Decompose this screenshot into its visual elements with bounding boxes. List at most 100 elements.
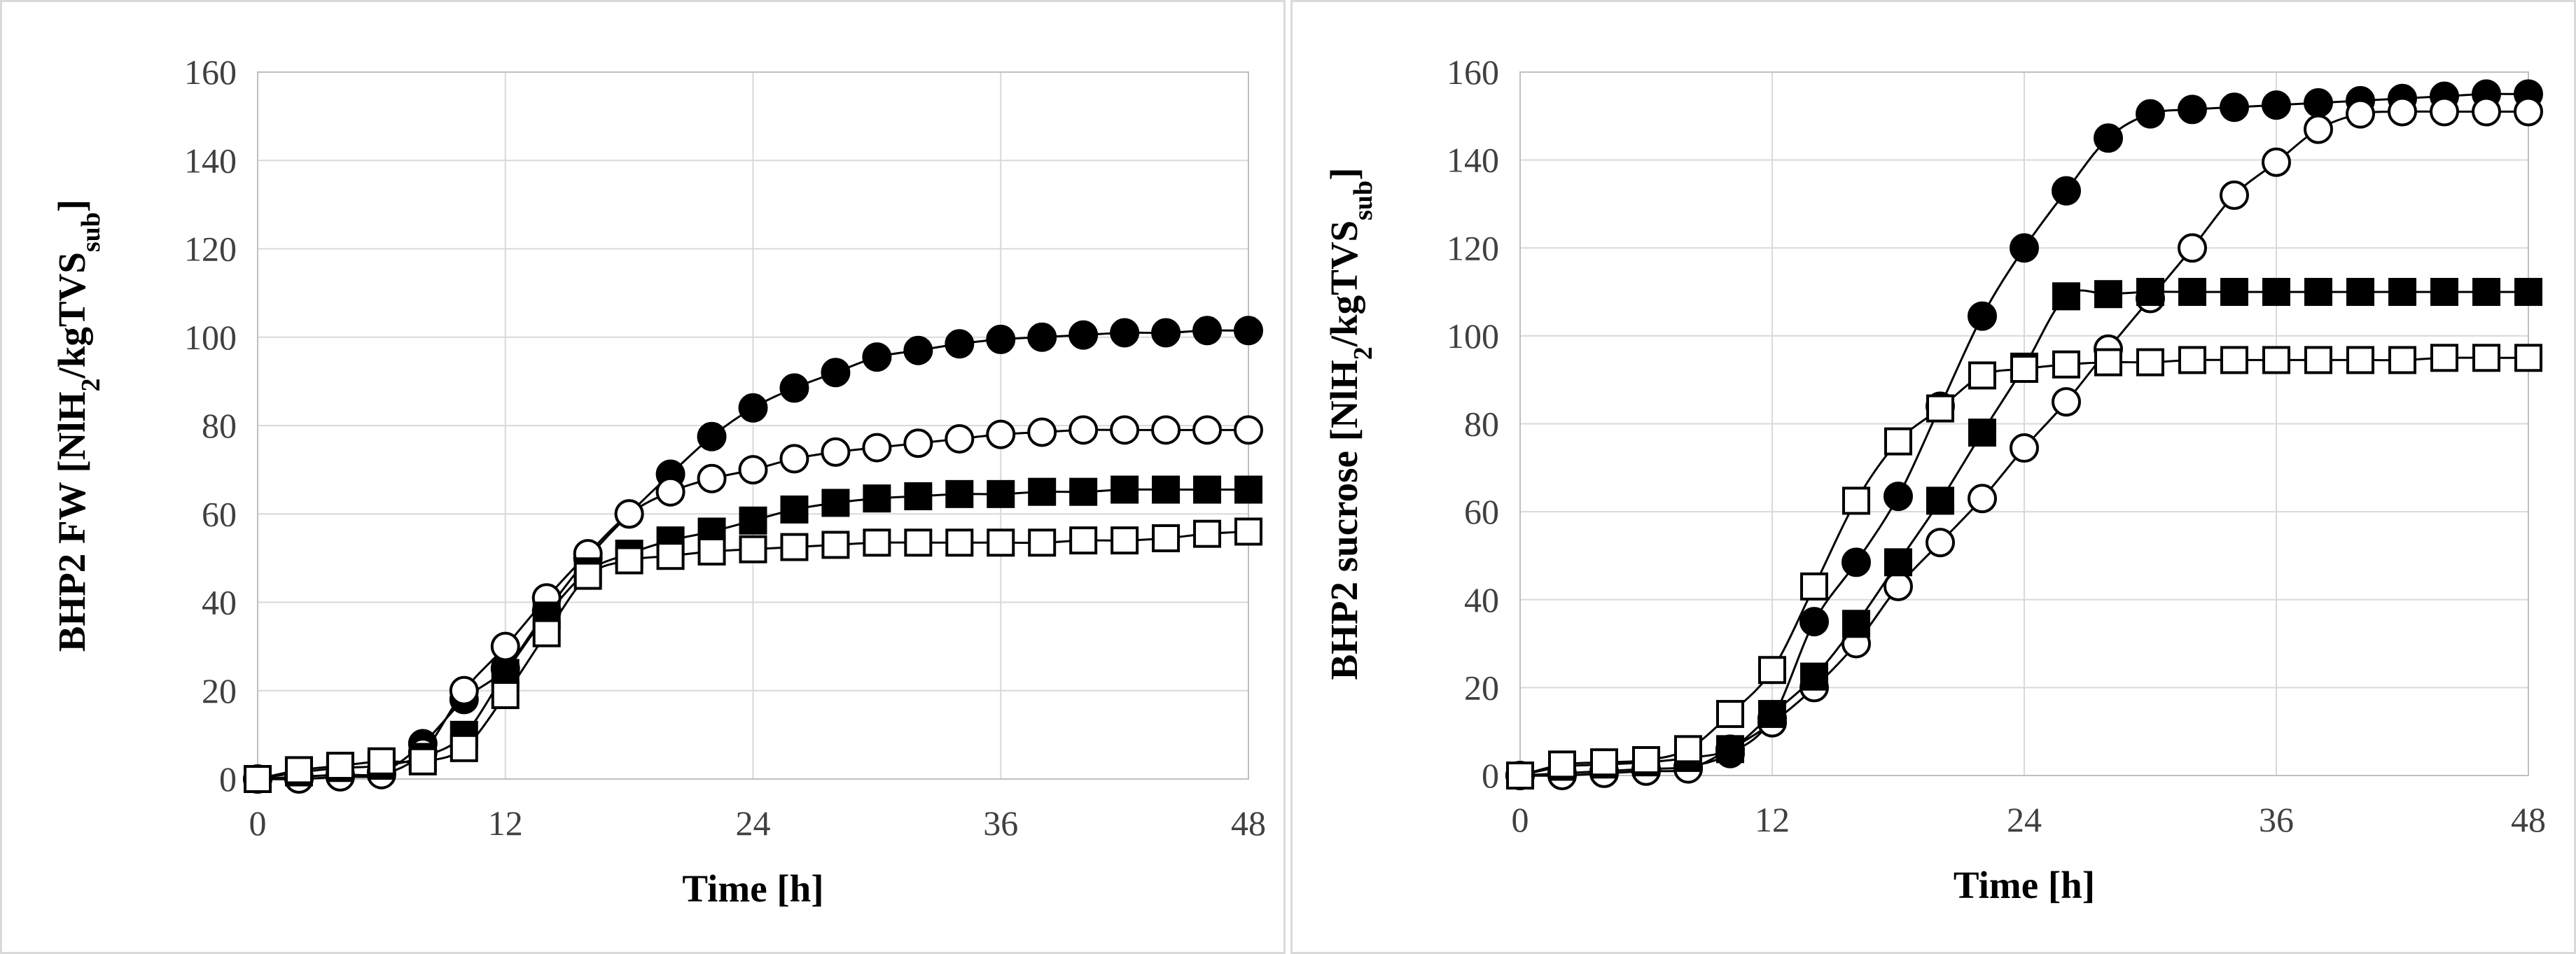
data-point: [1028, 528, 1057, 557]
data-point: [1674, 735, 1702, 764]
data-point: [986, 324, 1016, 354]
data-point: [1028, 477, 1057, 506]
data-point: [2094, 123, 2123, 153]
data-point: [1758, 656, 1786, 685]
y-tick-label: 140: [1447, 141, 1499, 180]
data-point: [2052, 387, 2081, 417]
data-point: [615, 546, 643, 575]
data-point: [2304, 114, 2333, 144]
chart-sucrose: 0 20 40 60 80 100 120 140 160 0 12 24 36 48 Time [h] BH…: [1323, 52, 2546, 906]
data-point: [1110, 318, 1140, 348]
data-point: [2262, 147, 2291, 177]
data-point: [904, 482, 933, 510]
x-tick-label: 24: [736, 804, 771, 843]
data-point: [1926, 486, 1954, 515]
data-point: [2094, 280, 2122, 309]
data-point: [1152, 475, 1181, 504]
y-tick-label: 80: [202, 406, 237, 445]
data-point: [1926, 528, 1955, 558]
data-point: [1968, 484, 1997, 514]
data-point: [1068, 415, 1099, 445]
data-point: [1968, 361, 1996, 390]
data-point: [1193, 519, 1222, 548]
data-point: [2178, 346, 2206, 374]
data-point: [2430, 344, 2458, 372]
chart-panel-fw: 0 20 40 60 80 100 120 140 160 0 12 24 36 48 Time [h] BH…: [0, 0, 1286, 954]
data-point: [2472, 278, 2500, 307]
data-point: [532, 619, 561, 647]
data-point: [491, 681, 520, 710]
data-point: [2010, 433, 2039, 463]
data-point: [986, 419, 1016, 449]
data-point: [2136, 278, 2164, 307]
data-point: [1968, 301, 1997, 331]
data-point: [2514, 97, 2543, 127]
data-point: [738, 393, 768, 423]
data-point: [945, 479, 974, 508]
data-point: [862, 342, 892, 372]
data-point: [2178, 233, 2207, 263]
data-point: [2388, 346, 2416, 374]
data-point: [821, 437, 851, 467]
data-point: [779, 444, 809, 474]
x-axis-title: Time [h]: [1954, 864, 2095, 906]
data-point: [2304, 278, 2332, 307]
data-point: [821, 531, 850, 559]
data-point: [284, 756, 313, 785]
data-point: [2388, 278, 2416, 307]
data-point: [1799, 607, 1829, 637]
data-point: [1884, 482, 1913, 512]
data-point: [945, 423, 975, 454]
data-point: [862, 433, 892, 463]
data-point: [2514, 344, 2542, 372]
y-tick-label: 140: [184, 141, 237, 180]
data-point: [2052, 282, 2080, 311]
data-point: [490, 631, 520, 661]
y-tick-label: 120: [184, 230, 237, 269]
data-point: [1193, 475, 1222, 504]
data-point: [2010, 233, 2039, 263]
data-point: [1027, 417, 1057, 447]
data-point: [2052, 350, 2080, 379]
data-point: [904, 528, 933, 557]
y-tick-label: 60: [202, 494, 237, 533]
x-tick-label: 36: [983, 804, 1018, 843]
data-point: [1590, 748, 1618, 777]
y-tick-label: 160: [1447, 52, 1499, 92]
data-point: [1968, 419, 1996, 447]
data-point: [903, 428, 933, 458]
y-tick-label: 80: [1464, 405, 1499, 444]
data-point: [779, 373, 809, 403]
chart-panel-sucrose: 0 20 40 60 80 100 120 140 160 0 12 24 36 48 Time [h] BH…: [1290, 0, 2576, 954]
data-point: [1151, 318, 1181, 348]
data-point: [2220, 278, 2248, 307]
x-tick-label: 48: [1231, 804, 1266, 843]
data-point: [655, 477, 685, 507]
x-tick-label: 12: [488, 804, 523, 843]
data-point: [2220, 346, 2248, 374]
data-point: [2472, 97, 2501, 127]
y-tick-label: 0: [1482, 756, 1499, 795]
data-point: [1632, 746, 1660, 775]
data-point: [573, 561, 602, 590]
data-point: [697, 421, 727, 451]
data-point: [1192, 415, 1223, 445]
data-point: [1716, 735, 1744, 764]
data-point: [449, 675, 479, 706]
data-point: [987, 479, 1015, 508]
data-point: [2514, 278, 2542, 307]
data-point: [2346, 278, 2374, 307]
x-tick-label: 36: [2259, 800, 2294, 839]
data-point: [2178, 278, 2206, 307]
y-tick-label: 20: [202, 671, 237, 710]
data-point: [367, 747, 396, 776]
data-point: [1110, 415, 1140, 445]
y-tick-label: 160: [184, 52, 237, 92]
x-tick-label: 0: [249, 804, 267, 843]
data-point: [1800, 662, 1828, 691]
x-axis-title: Time [h]: [682, 867, 823, 910]
data-point: [1800, 572, 1828, 601]
data-point: [244, 765, 272, 793]
data-point: [326, 752, 354, 780]
x-tick-label: 48: [2511, 800, 2546, 839]
